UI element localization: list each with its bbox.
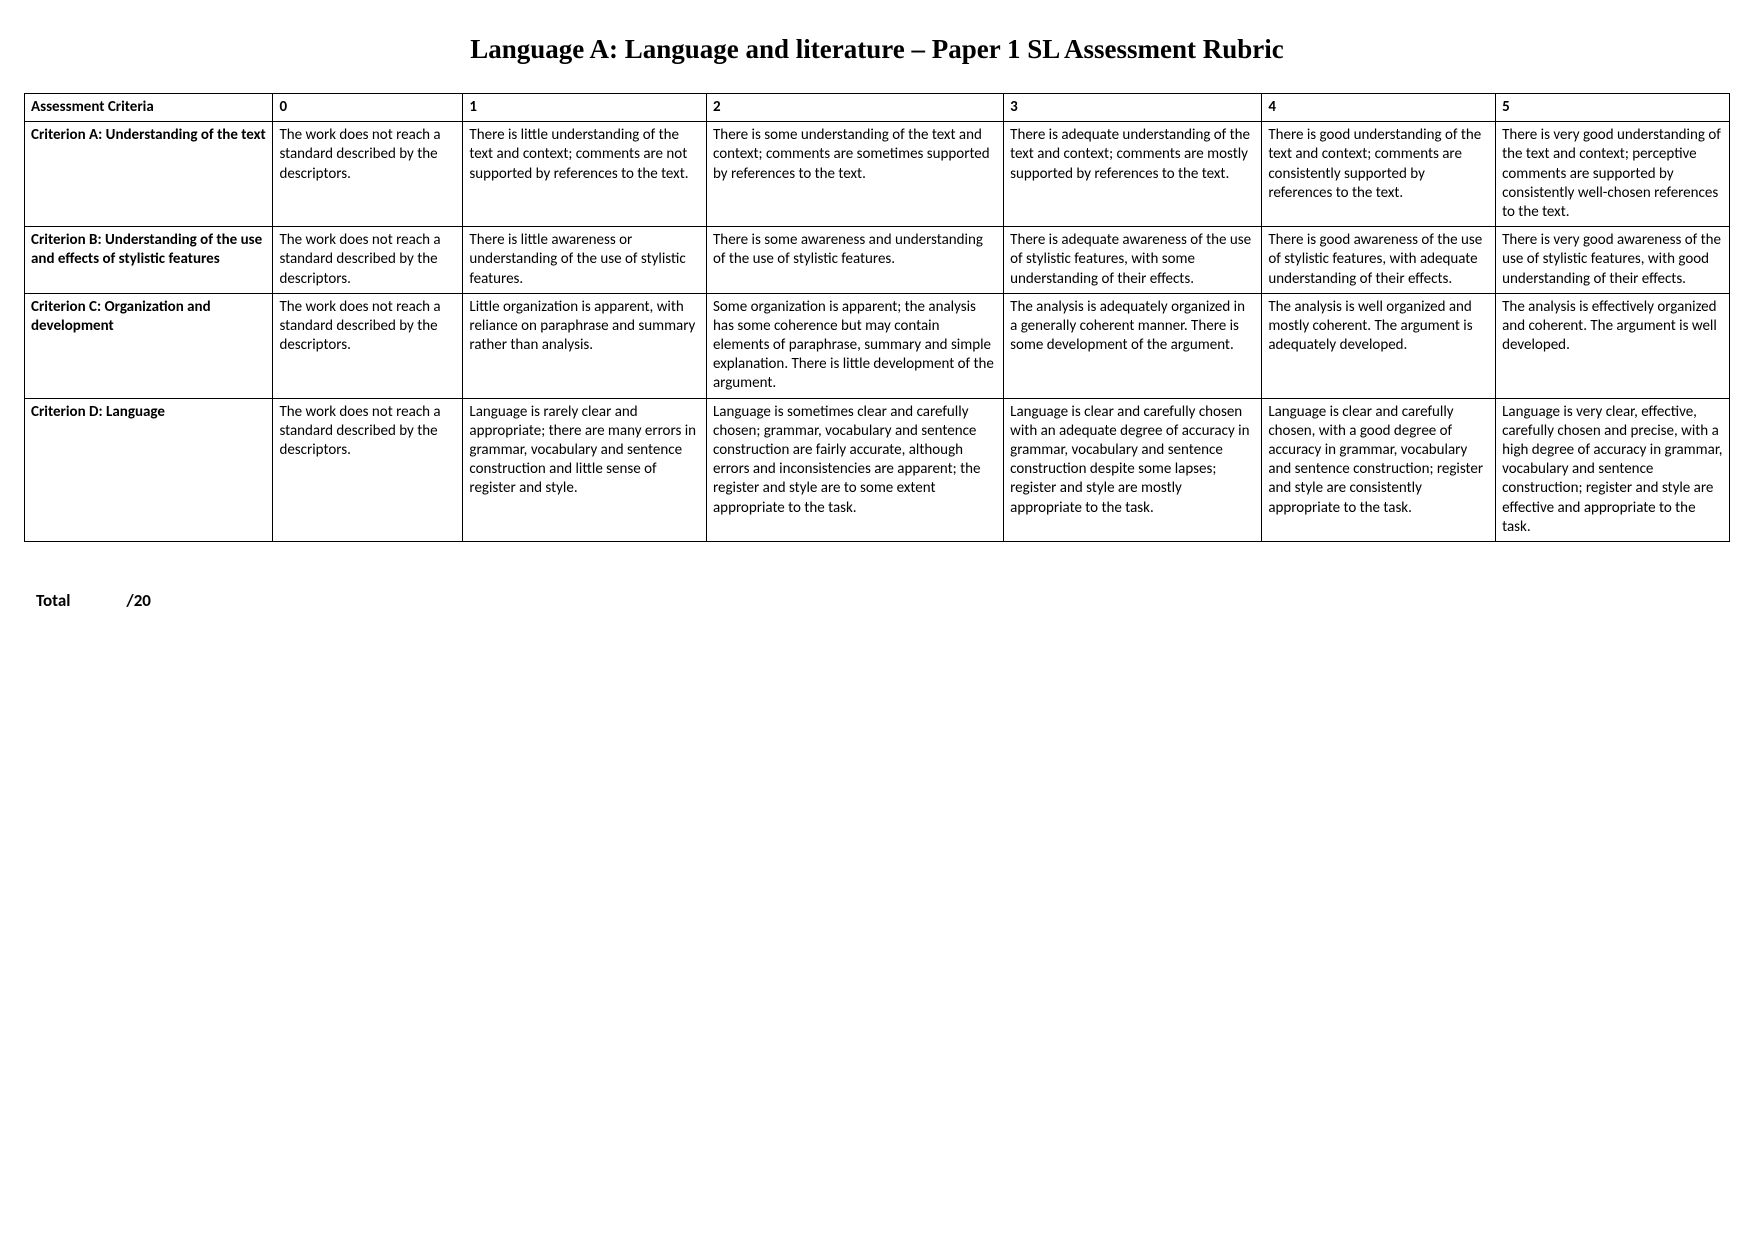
rubric-cell: There is adequate awareness of the use o… [1004, 227, 1262, 294]
criterion-label: Criterion B: Understanding of the use an… [25, 227, 273, 294]
rubric-cell: Language is rarely clear and appropriate… [463, 398, 707, 541]
rubric-cell: There is little awareness or understandi… [463, 227, 707, 294]
criterion-label: Criterion C: Organization and developmen… [25, 293, 273, 398]
rubric-cell: The analysis is effectively organized an… [1496, 293, 1730, 398]
table-row: Criterion B: Understanding of the use an… [25, 227, 1730, 294]
total-line: Total/20 [24, 590, 1730, 611]
rubric-cell: The work does not reach a standard descr… [273, 398, 463, 541]
rubric-cell: The work does not reach a standard descr… [273, 227, 463, 294]
rubric-cell: The analysis is adequately organized in … [1004, 293, 1262, 398]
rubric-cell: The work does not reach a standard descr… [273, 122, 463, 227]
header-level-4: 4 [1262, 94, 1496, 122]
rubric-cell: There is adequate understanding of the t… [1004, 122, 1262, 227]
header-level-0: 0 [273, 94, 463, 122]
rubric-cell: Language is very clear, effective, caref… [1496, 398, 1730, 541]
rubric-cell: The work does not reach a standard descr… [273, 293, 463, 398]
rubric-cell: Language is sometimes clear and carefull… [707, 398, 1004, 541]
rubric-cell: There is very good awareness of the use … [1496, 227, 1730, 294]
criterion-label: Criterion A: Understanding of the text [25, 122, 273, 227]
header-level-3: 3 [1004, 94, 1262, 122]
table-row: Criterion A: Understanding of the text T… [25, 122, 1730, 227]
rubric-cell: There is some understanding of the text … [707, 122, 1004, 227]
rubric-cell: Little organization is apparent, with re… [463, 293, 707, 398]
rubric-cell: There is good awareness of the use of st… [1262, 227, 1496, 294]
table-header-row: Assessment Criteria 0 1 2 3 4 5 [25, 94, 1730, 122]
table-row: Criterion D: Language The work does not … [25, 398, 1730, 541]
rubric-table: Assessment Criteria 0 1 2 3 4 5 Criterio… [24, 93, 1730, 542]
table-row: Criterion C: Organization and developmen… [25, 293, 1730, 398]
rubric-cell: There is very good understanding of the … [1496, 122, 1730, 227]
rubric-cell: Some organization is apparent; the analy… [707, 293, 1004, 398]
rubric-cell: There is little understanding of the tex… [463, 122, 707, 227]
total-value: /20 [126, 590, 151, 611]
total-label: Total [36, 590, 70, 611]
page-title: Language A: Language and literature – Pa… [24, 34, 1730, 65]
rubric-cell: Language is clear and carefully chosen w… [1004, 398, 1262, 541]
rubric-cell: There is some awareness and understandin… [707, 227, 1004, 294]
rubric-cell: There is good understanding of the text … [1262, 122, 1496, 227]
header-level-5: 5 [1496, 94, 1730, 122]
header-level-1: 1 [463, 94, 707, 122]
rubric-cell: The analysis is well organized and mostl… [1262, 293, 1496, 398]
criterion-label: Criterion D: Language [25, 398, 273, 541]
header-criteria: Assessment Criteria [25, 94, 273, 122]
rubric-cell: Language is clear and carefully chosen, … [1262, 398, 1496, 541]
header-level-2: 2 [707, 94, 1004, 122]
